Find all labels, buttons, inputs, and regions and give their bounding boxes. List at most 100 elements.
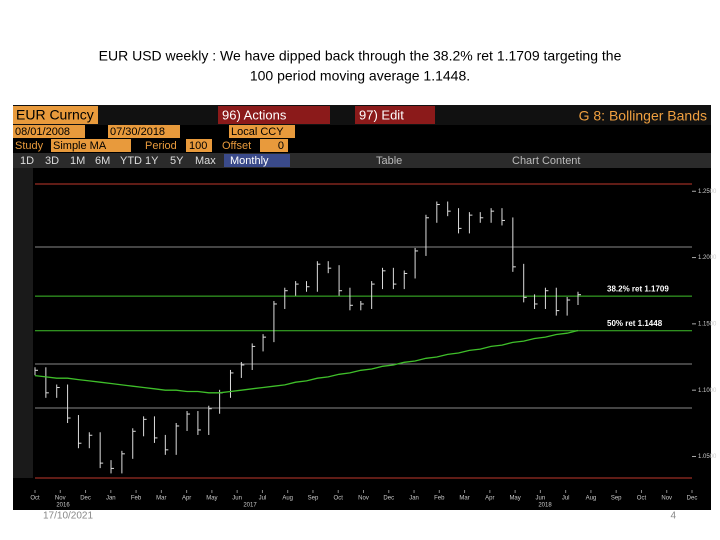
price-bar: [316, 261, 321, 292]
x-tick-label: Sep: [611, 496, 622, 502]
page-number: 4: [670, 511, 676, 522]
frequency[interactable]: Monthly: [230, 155, 269, 167]
price-bar: [479, 212, 484, 223]
price-bar: [88, 432, 93, 449]
security[interactable]: EUR Curncy: [16, 107, 94, 123]
price-bar: [392, 267, 397, 290]
price-bar: [143, 416, 147, 437]
x-tick-label: Nov: [661, 496, 672, 502]
price-bar: [523, 263, 527, 303]
menu-edit[interactable]: 97) Edit: [359, 107, 404, 122]
price-bar: [132, 428, 136, 459]
x-tick-label: Apr: [182, 496, 191, 502]
price-bar: [327, 261, 332, 274]
range-button[interactable]: 1Y: [145, 155, 159, 167]
price-bar: [34, 367, 38, 376]
x-tick-label: Jan: [106, 496, 116, 502]
price-bar: [360, 300, 364, 311]
toolbar: [13, 153, 711, 168]
menu-actions[interactable]: 96) Actions: [222, 107, 287, 122]
offset[interactable]: 0: [278, 140, 284, 152]
field[interactable]: [229, 125, 295, 138]
year-label: 2016: [56, 503, 70, 509]
range-button[interactable]: 5Y: [170, 155, 184, 167]
table-button[interactable]: Table: [376, 155, 402, 167]
price-bar: [403, 270, 408, 290]
menu-button[interactable]: [355, 106, 435, 124]
price-bar: [468, 212, 473, 234]
slide-date: 17/10/2021: [43, 511, 93, 522]
y-tick-label: 1.2000: [698, 255, 717, 261]
chart-content-button[interactable]: Chart Content: [512, 155, 580, 167]
frequency-box[interactable]: [224, 154, 290, 167]
price-bar: [338, 265, 343, 296]
study[interactable]: Simple MA: [53, 140, 107, 152]
chart-name: G 8: Bollinger Bands: [579, 108, 707, 124]
price-bar: [240, 361, 245, 378]
currency[interactable]: Local CCY: [231, 126, 284, 138]
price-bar: [577, 291, 581, 305]
price-bar: [512, 217, 516, 272]
x-tick-label: Nov: [358, 496, 369, 502]
price-bar: [99, 432, 104, 469]
range-button[interactable]: YTD: [120, 155, 142, 167]
security-box[interactable]: [13, 106, 98, 124]
price-bar: [56, 384, 60, 398]
range-button[interactable]: 6M: [95, 155, 110, 167]
field[interactable]: [51, 139, 131, 152]
period[interactable]: 100: [189, 140, 207, 152]
start-date[interactable]: 08/01/2008: [15, 126, 70, 138]
price-bar: [566, 297, 571, 316]
price-bar: [229, 369, 234, 398]
x-tick-label: Aug: [282, 496, 293, 502]
x-tick-label: Sep: [308, 496, 319, 502]
end-date[interactable]: 07/30/2018: [110, 126, 165, 138]
price-bar: [544, 287, 549, 309]
price-bar: [371, 281, 375, 309]
x-tick-label: Oct: [637, 496, 647, 502]
price-bar: [555, 287, 560, 316]
year-label: 2017: [243, 503, 257, 509]
price-bar: [436, 201, 440, 223]
price-bar: [45, 367, 49, 398]
y-tick-label: 1.1500: [698, 321, 717, 327]
x-tick-label: Mar: [459, 496, 469, 502]
x-tick-label: Jul: [259, 496, 267, 502]
price-bar: [121, 450, 125, 474]
range-button[interactable]: 1M: [70, 155, 85, 167]
x-tick-label: Dec: [687, 496, 698, 502]
price-bar: [349, 287, 353, 311]
row: [13, 125, 711, 139]
field[interactable]: [186, 139, 212, 152]
price-bar: [273, 300, 277, 343]
price-bar: [67, 384, 71, 424]
x-tick-label: Feb: [434, 496, 445, 502]
field[interactable]: [260, 139, 288, 152]
price-bar: [77, 415, 82, 449]
range-button[interactable]: Max: [195, 155, 216, 167]
menu-button[interactable]: [218, 106, 330, 124]
range-button[interactable]: 3D: [45, 155, 59, 167]
annotation: 50% ret 1.1448: [607, 319, 663, 328]
price-bar: [382, 267, 386, 290]
price-bar: [110, 460, 115, 474]
range-button[interactable]: 1D: [20, 155, 34, 167]
field[interactable]: [13, 125, 85, 138]
price-bar: [208, 405, 212, 435]
x-tick-label: Jun: [232, 496, 242, 502]
y-tick-label: 1.0500: [698, 454, 717, 460]
price-bar: [306, 281, 310, 292]
x-tick-label: May: [206, 496, 217, 502]
annotation: 38.2% ret 1.1709: [607, 284, 669, 293]
price-bar: [284, 287, 288, 309]
side-toolbar: [13, 168, 33, 478]
field[interactable]: [108, 125, 180, 138]
price-bar: [414, 247, 419, 279]
x-tick-label: Feb: [131, 496, 142, 502]
x-tick-label: Apr: [485, 496, 494, 502]
price-bar: [175, 422, 180, 455]
price-bar: [501, 208, 505, 226]
price-bar: [458, 208, 462, 234]
price-bar: [164, 434, 169, 455]
